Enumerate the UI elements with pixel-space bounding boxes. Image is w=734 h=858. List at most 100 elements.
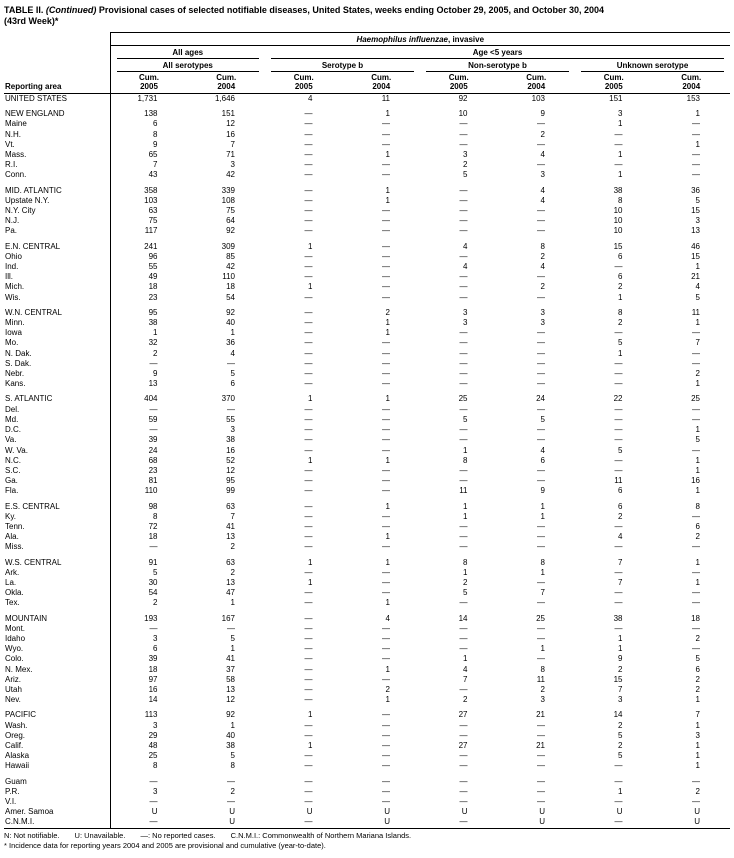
value-cell: 3: [230, 425, 235, 435]
value-cell: —: [382, 710, 390, 720]
value-cell: —: [537, 542, 545, 552]
reporting-area-cell: MID. ATLANTIC: [4, 180, 111, 196]
value-cell: 1: [540, 567, 545, 577]
value-cell: —: [382, 435, 390, 445]
value-cell: 12: [226, 695, 235, 705]
table-row: Mass. 65 71 — 1 3 4 1 —: [4, 150, 730, 161]
reporting-area-cell: Wis.: [4, 292, 111, 303]
value-cell: —: [614, 358, 623, 368]
value-cell: 13: [226, 684, 235, 694]
table-row: Mont. — — — — — — — —: [4, 623, 730, 634]
value-cell: 36: [226, 338, 235, 348]
value-cell: 7: [230, 139, 235, 149]
value-cell: 40: [226, 730, 235, 740]
value-cell: —: [459, 532, 468, 542]
value-cell: 27: [458, 740, 468, 750]
value-cell: —: [459, 751, 468, 761]
value-cell: U: [461, 807, 468, 817]
value-cell: —: [614, 761, 623, 771]
reporting-area-cell: Guam: [4, 771, 111, 787]
reporting-area-cell: UNITED STATES: [4, 93, 111, 105]
table-row: W.N. CENTRAL 95 92 — 2 3 3 8 11: [4, 302, 730, 319]
value-cell: —: [304, 501, 313, 511]
value-cell: 7: [695, 710, 700, 720]
value-cell: 75: [226, 206, 235, 216]
table-row: V.I. — — — — — — — —: [4, 797, 730, 808]
value-cell: —: [382, 358, 390, 368]
value-cell: 9: [540, 109, 545, 119]
reporting-area-cell: N.H.: [4, 129, 111, 140]
value-cell: 21: [536, 740, 545, 750]
value-cell: 1: [695, 425, 700, 435]
value-cell: —: [149, 404, 158, 414]
value-cell: 1,731: [137, 94, 158, 103]
value-cell: 5: [695, 195, 700, 205]
disease-name-rest: , invasive: [448, 35, 485, 44]
value-cell: —: [614, 425, 623, 435]
table-title-text: Provisional cases of selected notifiable…: [98, 5, 605, 15]
table-row: Oreg. 29 40 — — — — 5 3: [4, 730, 730, 741]
value-cell: 1: [618, 119, 623, 129]
value-cell: —: [614, 369, 623, 379]
disease-name-italic: Haemophilus influenzae: [356, 35, 449, 44]
value-cell: 92: [458, 94, 468, 103]
value-cell: 8: [540, 664, 545, 674]
value-cell: —: [304, 633, 313, 643]
value-cell: 1: [153, 328, 158, 338]
reporting-area-cell: N.J.: [4, 216, 111, 227]
reporting-area-cell: E.S. CENTRAL: [4, 496, 111, 512]
value-cell: 3: [618, 109, 623, 119]
value-cell: 2: [618, 664, 623, 674]
reporting-area-cell: Oreg.: [4, 730, 111, 741]
value-cell: 1: [385, 598, 390, 608]
value-cell: —: [304, 216, 313, 226]
value-cell: —: [304, 776, 313, 786]
value-cell: —: [459, 348, 468, 358]
value-cell: —: [382, 348, 390, 358]
value-cell: —: [304, 664, 313, 674]
value-cell: 8: [618, 195, 623, 205]
table-row: Nev. 14 12—1 2 3 3 1: [4, 695, 730, 706]
value-cell: —: [459, 476, 468, 486]
value-cell: —: [537, 435, 545, 445]
value-cell: 8: [153, 511, 158, 521]
value-cell: —: [459, 435, 468, 445]
value-cell: 18: [148, 532, 158, 542]
reporting-area-cell: Ariz.: [4, 674, 111, 685]
reporting-area-cell: Wyo.: [4, 644, 111, 655]
value-cell: 1: [695, 455, 700, 465]
value-cell: —: [692, 414, 700, 424]
value-cell: 18: [691, 613, 700, 623]
all-serotypes-header: All serotypes: [110, 59, 265, 72]
value-cell: 5: [230, 633, 235, 643]
value-cell: 1: [695, 486, 700, 496]
value-cell: —: [304, 532, 313, 542]
value-cell: 110: [144, 486, 158, 496]
value-cell: —: [382, 588, 390, 598]
value-cell: —: [537, 425, 545, 435]
value-cell: 1,646: [214, 94, 235, 103]
table-row: Va. 39 38 — — — — — 5: [4, 435, 730, 446]
value-cell: —: [304, 185, 313, 195]
value-cell: —: [537, 751, 545, 761]
value-cell: 15: [613, 674, 623, 684]
value-cell: —: [382, 119, 390, 129]
non-serotype-b-header: Non-serotype b: [420, 59, 575, 72]
table-row: La. 30 13 1 — 2 — 7 1: [4, 577, 730, 589]
value-cell: 370: [221, 394, 235, 404]
value-cell: —: [382, 129, 390, 139]
value-cell: 1: [695, 262, 700, 272]
value-cell: —: [537, 348, 545, 358]
value-cell: 2: [540, 129, 545, 139]
value-cell: 1: [308, 394, 313, 404]
value-cell: 39: [148, 435, 158, 445]
value-cell: 1: [695, 139, 700, 149]
value-cell: 4: [540, 445, 545, 455]
value-cell: 1: [695, 751, 700, 761]
value-cell: —: [149, 623, 158, 633]
reporting-area-cell: Kans.: [4, 379, 111, 390]
table-row: S. Dak. — — — — — — — —: [4, 358, 730, 370]
age-group-header-row: All ages Age <5 years: [4, 46, 730, 59]
value-cell: 6: [153, 119, 158, 129]
value-cell: —: [227, 776, 235, 786]
